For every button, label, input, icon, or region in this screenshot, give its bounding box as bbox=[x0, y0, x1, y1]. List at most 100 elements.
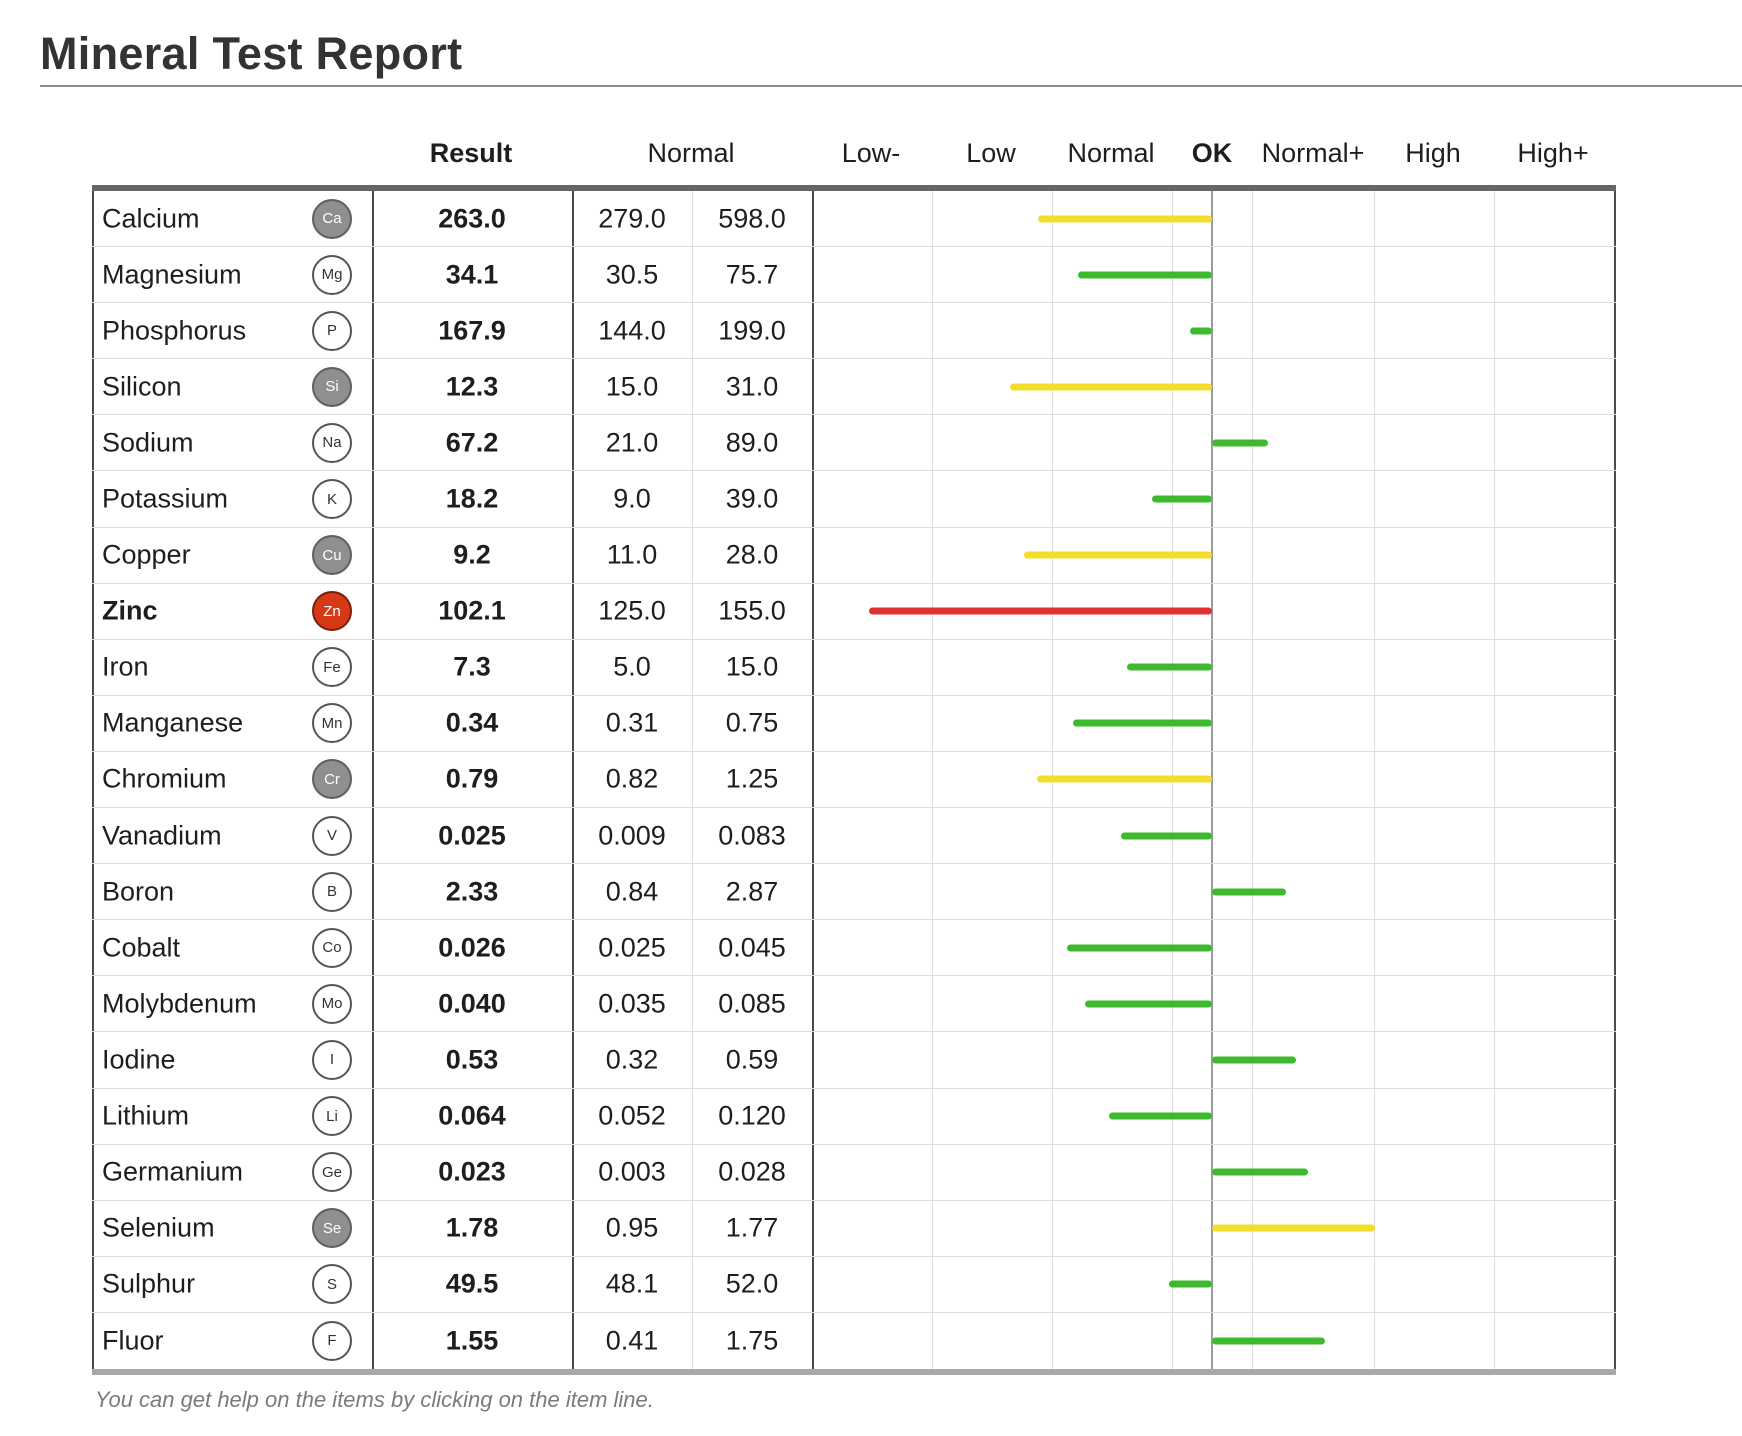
deviation-bar bbox=[1212, 1224, 1376, 1232]
result-value: 0.040 bbox=[438, 988, 506, 1019]
element-symbol-badge: Ca bbox=[312, 198, 352, 239]
column-divider bbox=[92, 191, 94, 1369]
scale-gridline bbox=[1374, 191, 1375, 1369]
mineral-row-manganese[interactable]: Manganese Mn 0.34 0.31 0.75 bbox=[92, 696, 1616, 752]
element-symbol-badge: F bbox=[312, 1320, 352, 1361]
normal-high-value: 31.0 bbox=[725, 371, 779, 402]
normal-low-value: 279.0 bbox=[598, 203, 666, 234]
element-symbol-badge: Mg bbox=[312, 254, 352, 295]
normal-low-value: 21.0 bbox=[605, 427, 659, 458]
normal-high-value: 0.085 bbox=[718, 988, 786, 1019]
result-value: 0.79 bbox=[445, 763, 499, 794]
mineral-row-germanium[interactable]: Germanium Ge 0.023 0.003 0.028 bbox=[92, 1145, 1616, 1201]
mineral-row-selenium[interactable]: Selenium Se 1.78 0.95 1.77 bbox=[92, 1201, 1616, 1257]
result-value: 167.9 bbox=[438, 315, 506, 346]
deviation-bar bbox=[1120, 832, 1212, 840]
deviation-bar bbox=[1190, 327, 1212, 335]
element-symbol-badge: Mn bbox=[312, 703, 352, 744]
table-bottom-border bbox=[92, 1369, 1616, 1375]
column-divider bbox=[812, 191, 814, 1369]
normal-high-value: 0.75 bbox=[725, 707, 779, 738]
header-scale-high-plus: High+ bbox=[1517, 138, 1589, 168]
element-symbol-badge: Co bbox=[312, 927, 352, 968]
column-divider bbox=[692, 191, 693, 1369]
mineral-row-lithium[interactable]: Lithium Li 0.064 0.052 0.120 bbox=[92, 1089, 1616, 1145]
normal-high-value: 28.0 bbox=[725, 539, 779, 570]
normal-low-value: 11.0 bbox=[606, 539, 658, 570]
mineral-row-copper[interactable]: Copper Cu 9.2 11.0 28.0 bbox=[92, 528, 1616, 584]
normal-high-value: 0.045 bbox=[718, 932, 786, 963]
normal-high-value: 1.77 bbox=[725, 1212, 779, 1243]
mineral-row-calcium[interactable]: Calcium Ca 263.0 279.0 598.0 bbox=[92, 191, 1616, 248]
mineral-row-vanadium[interactable]: Vanadium V 0.025 0.009 0.083 bbox=[92, 808, 1616, 865]
ok-center-line bbox=[1211, 191, 1213, 1369]
mineral-row-cobalt[interactable]: Cobalt Co 0.026 0.025 0.045 bbox=[92, 920, 1616, 977]
header-scale-normal: Normal bbox=[1067, 138, 1155, 168]
normal-low-value: 144.0 bbox=[598, 315, 666, 346]
scale-gridline bbox=[1252, 191, 1253, 1369]
normal-low-value: 0.32 bbox=[605, 1044, 659, 1075]
mineral-row-iron[interactable]: Iron Fe 7.3 5.0 15.0 bbox=[92, 640, 1616, 696]
mineral-name: Manganese bbox=[102, 707, 244, 738]
deviation-bar bbox=[1212, 1168, 1308, 1176]
mineral-name: Zinc bbox=[102, 595, 158, 626]
element-symbol-badge: Si bbox=[312, 366, 352, 407]
mineral-row-zinc[interactable]: Zinc Zn 102.1 125.0 155.0 bbox=[92, 584, 1616, 640]
mineral-name: Lithium bbox=[102, 1100, 190, 1131]
mineral-name: Germanium bbox=[102, 1156, 244, 1187]
result-value: 0.023 bbox=[438, 1156, 506, 1187]
result-value: 9.2 bbox=[453, 539, 491, 570]
deviation-bar bbox=[1212, 439, 1269, 447]
mineral-row-potassium[interactable]: Potassium K 18.2 9.0 39.0 bbox=[92, 471, 1616, 528]
result-value: 0.026 bbox=[438, 932, 506, 963]
mineral-name: Selenium bbox=[102, 1212, 215, 1243]
normal-high-value: 2.87 bbox=[725, 876, 779, 907]
normal-low-value: 0.009 bbox=[598, 820, 666, 851]
deviation-bar bbox=[1126, 663, 1212, 671]
mineral-name: Iron bbox=[102, 651, 149, 682]
normal-low-value: 0.82 bbox=[605, 763, 659, 794]
result-value: 0.34 bbox=[445, 707, 499, 738]
element-symbol-badge: Ge bbox=[312, 1152, 352, 1193]
mineral-name: Boron bbox=[102, 876, 175, 907]
element-symbol-badge: Mo bbox=[312, 983, 352, 1024]
mineral-row-molybdenum[interactable]: Molybdenum Mo 0.040 0.035 0.085 bbox=[92, 976, 1616, 1033]
header-scale-high: High bbox=[1405, 138, 1461, 168]
scale-gridline bbox=[1494, 191, 1495, 1369]
deviation-bar bbox=[1168, 1280, 1212, 1288]
mineral-row-boron[interactable]: Boron B 2.33 0.84 2.87 bbox=[92, 864, 1616, 921]
deviation-bar bbox=[1010, 383, 1212, 391]
result-value: 1.55 bbox=[445, 1325, 499, 1356]
mineral-name: Cobalt bbox=[102, 932, 181, 963]
mineral-table: Calcium Ca 263.0 279.0 598.0 Magnesium Mg 34.1 3… bbox=[92, 185, 1616, 1375]
element-symbol-badge: I bbox=[312, 1039, 352, 1080]
element-symbol-badge: S bbox=[312, 1264, 352, 1305]
mineral-name: Phosphorus bbox=[102, 315, 247, 346]
mineral-row-magnesium[interactable]: Magnesium Mg 34.1 30.5 75.7 bbox=[92, 247, 1616, 304]
normal-high-value: 0.083 bbox=[718, 820, 786, 851]
mineral-row-phosphorus[interactable]: Phosphorus P 167.9 144.0 199.0 bbox=[92, 303, 1616, 360]
mineral-row-sulphur[interactable]: Sulphur S 49.5 48.1 52.0 bbox=[92, 1257, 1616, 1313]
deviation-bar bbox=[1077, 271, 1212, 279]
normal-high-value: 1.25 bbox=[725, 763, 779, 794]
element-symbol-badge: Li bbox=[312, 1096, 352, 1137]
mineral-rows: Calcium Ca 263.0 279.0 598.0 Magnesium Mg 34.1 3… bbox=[92, 191, 1616, 1369]
header-scale-low: Low bbox=[966, 138, 1016, 168]
normal-high-value: 0.120 bbox=[718, 1100, 786, 1131]
normal-high-value: 0.028 bbox=[718, 1156, 786, 1187]
table-top-border bbox=[92, 185, 1616, 191]
normal-high-value: 75.7 bbox=[725, 259, 779, 290]
mineral-row-chromium[interactable]: Chromium Cr 0.79 0.82 1.25 bbox=[92, 752, 1616, 809]
normal-high-value: 15.0 bbox=[725, 651, 779, 682]
mineral-row-sodium[interactable]: Sodium Na 67.2 21.0 89.0 bbox=[92, 415, 1616, 472]
mineral-name: Chromium bbox=[102, 763, 227, 794]
mineral-row-fluor[interactable]: Fluor F 1.55 0.41 1.75 bbox=[92, 1313, 1616, 1369]
normal-low-value: 0.41 bbox=[605, 1325, 659, 1356]
normal-low-value: 0.035 bbox=[598, 988, 666, 1019]
mineral-row-silicon[interactable]: Silicon Si 12.3 15.0 31.0 bbox=[92, 359, 1616, 416]
normal-low-value: 9.0 bbox=[613, 483, 651, 514]
mineral-row-iodine[interactable]: Iodine I 0.53 0.32 0.59 bbox=[92, 1032, 1616, 1089]
deviation-bar bbox=[1152, 495, 1212, 503]
title-divider bbox=[40, 85, 1742, 87]
mineral-name: Silicon bbox=[102, 371, 182, 402]
